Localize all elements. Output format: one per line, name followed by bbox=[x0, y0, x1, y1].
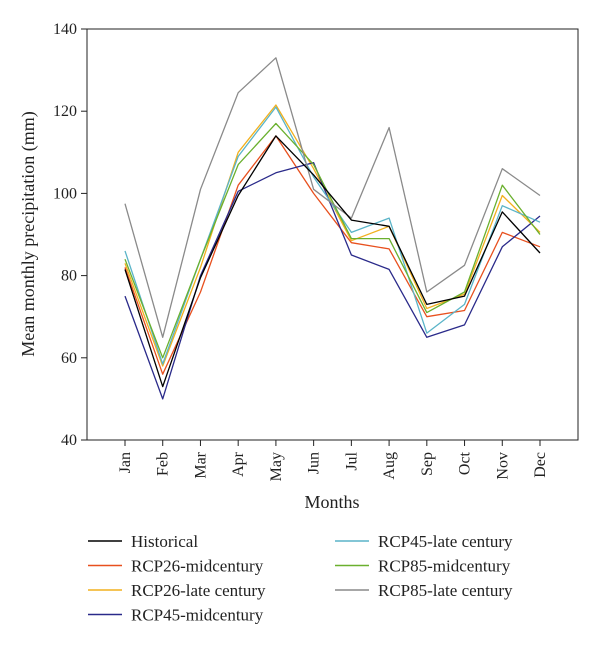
series-lines bbox=[124, 57, 541, 400]
legend-item: RCP26-late century bbox=[88, 581, 266, 600]
legend-item: RCP45-late century bbox=[335, 532, 513, 551]
x-tick-label: Sep bbox=[419, 452, 436, 476]
x-tick-label: Nov bbox=[494, 452, 511, 480]
x-tick-label: Jul bbox=[343, 451, 360, 470]
legend-item: RCP85-midcentury bbox=[335, 557, 511, 576]
legend-item: RCP26-midcentury bbox=[88, 557, 264, 576]
series-line-historical bbox=[124, 135, 541, 388]
x-tick-label: Dec bbox=[532, 452, 549, 478]
legend-label: Historical bbox=[131, 532, 198, 551]
y-tick-label: 120 bbox=[53, 103, 77, 120]
x-tick-label: Feb bbox=[155, 452, 172, 476]
series-line-rcp45-late-century bbox=[124, 106, 541, 365]
y-tick-label: 100 bbox=[53, 185, 77, 202]
y-tick-label: 80 bbox=[61, 268, 77, 285]
y-axis: 40 60 80 100 120 140 bbox=[53, 21, 87, 449]
legend-item: RCP85-late century bbox=[335, 581, 513, 600]
legend-label: RCP45-late century bbox=[378, 532, 513, 551]
x-axis: Jan Feb Mar Apr May Jun Jul Aug Sep Oct Nov Dec bbox=[117, 440, 549, 481]
plot-frame bbox=[86, 28, 579, 441]
x-axis-label: Months bbox=[304, 492, 359, 512]
x-tick-label: Apr bbox=[230, 451, 247, 477]
series-line-rcp26-late-century bbox=[124, 104, 541, 367]
y-tick-label: 140 bbox=[53, 21, 77, 38]
legend-label: RCP85-late century bbox=[378, 581, 513, 600]
legend-label: RCP85-midcentury bbox=[378, 557, 511, 576]
series-line-rcp85-late-century bbox=[124, 57, 541, 338]
legend-label: RCP45-midcentury bbox=[131, 606, 264, 625]
y-axis-label: Mean monthly precipitation (mm) bbox=[18, 111, 39, 356]
legend: Historical RCP26-midcentury RCP26-late cen… bbox=[88, 532, 513, 625]
y-tick-label: 60 bbox=[61, 350, 77, 367]
y-tick-label: 40 bbox=[61, 432, 77, 449]
series-line-rcp26-midcentury bbox=[124, 135, 541, 375]
legend-item: RCP45-midcentury bbox=[88, 606, 264, 625]
x-tick-label: Jun bbox=[306, 452, 323, 474]
series-line-rcp85-midcentury bbox=[124, 122, 541, 359]
x-tick-label: Aug bbox=[381, 452, 398, 480]
legend-label: RCP26-late century bbox=[131, 581, 266, 600]
x-tick-label: Oct bbox=[457, 451, 474, 475]
x-tick-label: Jan bbox=[117, 452, 134, 473]
legend-label: RCP26-midcentury bbox=[131, 557, 264, 576]
x-tick-label: Mar bbox=[192, 451, 209, 478]
legend-item: Historical bbox=[88, 532, 198, 551]
x-tick-label: May bbox=[268, 452, 285, 481]
